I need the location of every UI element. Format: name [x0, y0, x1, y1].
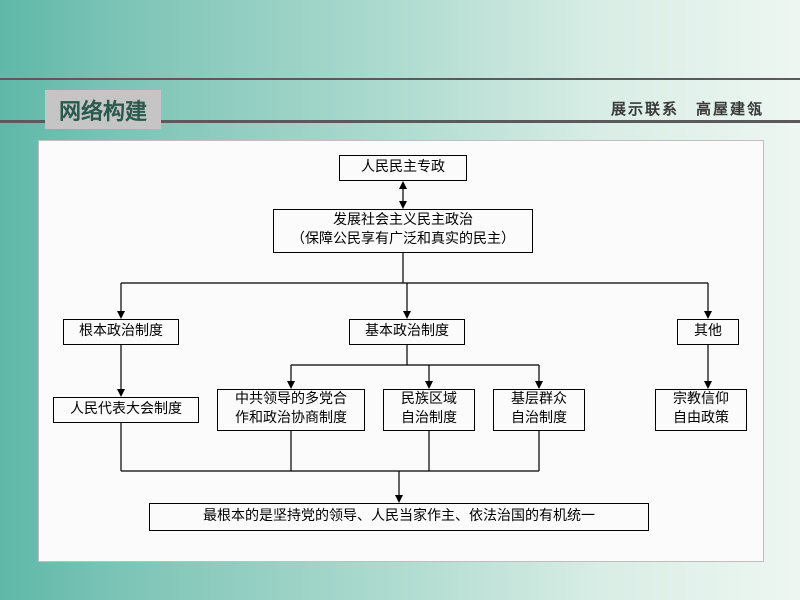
header-line-top: [0, 78, 800, 80]
node-n6: 人民代表大会制度: [53, 397, 199, 423]
node-n8: 民族区域自治制度: [383, 389, 475, 431]
title-tab: 网络构建: [45, 90, 161, 129]
node-n2: 发展社会主义民主政治（保障公民享有广泛和真实的民主）: [273, 209, 533, 253]
node-n1: 人民民主专政: [339, 155, 467, 181]
slide: 网络构建 展示联系 高屋建瓴 人民民主专政发展社会主义民主政治（保障公民享有广泛…: [0, 0, 800, 600]
node-n10: 宗教信仰自由政策: [655, 389, 747, 431]
node-n11: 最根本的是坚持党的领导、人民当家作主、依法治国的有机统一: [149, 503, 649, 531]
node-n3: 根本政治制度: [63, 319, 179, 345]
page-subtitle: 展示联系 高屋建瓴: [611, 98, 764, 119]
node-n5: 其他: [677, 319, 739, 345]
node-n9: 基层群众自治制度: [493, 389, 585, 431]
diagram-panel: 人民民主专政发展社会主义民主政治（保障公民享有广泛和真实的民主） 根本政治制度 基本…: [38, 140, 764, 562]
page-title: 网络构建: [59, 99, 147, 124]
node-n7: 中共领导的多党合作和政治协商制度: [217, 389, 365, 431]
edge-layer: [39, 141, 763, 561]
node-n4: 基本政治制度: [349, 319, 465, 345]
